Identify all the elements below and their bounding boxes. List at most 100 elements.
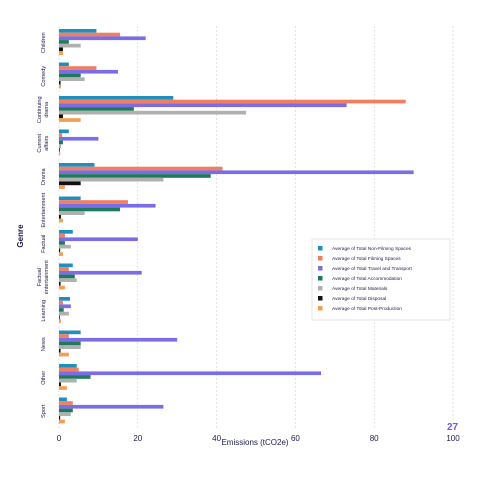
bar-10-2 <box>59 371 322 376</box>
bar-11-3 <box>59 408 73 413</box>
x-tick-labels: 0 20 40 60 80 100 <box>57 434 460 443</box>
x-tick-label-1: 20 <box>133 434 142 443</box>
bar-2-5 <box>59 114 63 119</box>
bar-2-2 <box>59 103 347 108</box>
category-label-9: News <box>41 337 47 351</box>
bar-1-4 <box>59 77 85 81</box>
bar-7-2 <box>59 270 142 275</box>
bar-7-4 <box>59 278 77 282</box>
page-number: 27 <box>447 422 459 433</box>
bar-10-1 <box>59 367 79 372</box>
bar-4-6 <box>59 185 65 189</box>
bar-9-0 <box>59 330 81 335</box>
bar-0-0 <box>59 29 97 33</box>
category-label-6: Factual <box>41 235 47 253</box>
bar-0-5 <box>59 47 63 52</box>
bar-9-3 <box>59 341 81 346</box>
bar-6-6 <box>59 252 63 256</box>
legend-label-1: Average of Total Filming Spaces <box>332 256 401 262</box>
legend-box <box>311 238 451 321</box>
bar-10-4 <box>59 378 77 383</box>
x-axis-label: Emissions (tCO2e) <box>221 438 288 447</box>
legend-swatch-5 <box>318 296 323 301</box>
bar-0-4 <box>59 43 81 48</box>
bar-8-0 <box>59 297 71 301</box>
bar-8-4 <box>59 311 69 316</box>
bar-5-0 <box>59 196 81 201</box>
bar-7-3 <box>59 274 75 279</box>
bar-2-1 <box>59 99 406 104</box>
legend-label-0: Average of Total Non-Filming Spaces <box>332 246 412 252</box>
legend-swatch-2 <box>318 266 323 271</box>
legend-swatch-1 <box>318 256 323 261</box>
bar-4-4 <box>59 177 164 182</box>
bar-0-1 <box>59 32 121 37</box>
bar-2-0 <box>59 96 174 100</box>
bars-group <box>59 29 414 424</box>
legend-label-2: Average of Total Travel and Transport <box>332 266 412 272</box>
bar-0-6 <box>59 51 63 55</box>
legend: Average of Total Non-Filming Spaces Avera… <box>311 238 451 321</box>
bar-9-1 <box>59 334 69 338</box>
bar-5-5 <box>59 215 61 219</box>
bar-4-3 <box>59 174 211 178</box>
bar-2-6 <box>59 118 81 122</box>
bar-4-0 <box>59 163 95 167</box>
x-tick-label-0: 0 <box>57 434 62 443</box>
category-label-5: Entertainment <box>41 192 47 227</box>
legend-swatch-6 <box>318 306 323 311</box>
bar-0-3 <box>59 40 69 44</box>
bar-6-4 <box>59 244 71 249</box>
legend-swatch-4 <box>318 286 323 291</box>
bar-11-5 <box>59 416 61 420</box>
bar-11-2 <box>59 404 164 409</box>
bar-6-3 <box>59 241 65 245</box>
category-labels: Children Comedy Continuingdrama Currentaffa… <box>37 32 50 418</box>
category-label-1: Comedy <box>41 66 47 87</box>
bar-6-1 <box>59 233 65 238</box>
bar-10-3 <box>59 375 91 379</box>
legend-label-3: Average of Total Accommodation <box>332 276 402 282</box>
legend-label-4: Average of Total Materials <box>332 286 388 292</box>
bar-8-5 <box>59 315 60 320</box>
legend-swatch-3 <box>318 276 323 281</box>
bar-9-6 <box>59 352 69 357</box>
x-tick-label-3: 60 <box>291 434 300 443</box>
bar-6-0 <box>59 230 73 234</box>
category-label-10: Other <box>41 371 47 385</box>
bar-5-3 <box>59 207 121 212</box>
category-label-3: Currentaffairs <box>37 133 50 152</box>
bar-5-2 <box>59 203 156 208</box>
bar-7-1 <box>59 267 69 271</box>
category-label-8: Learning <box>41 300 47 322</box>
bar-11-6 <box>59 419 65 424</box>
legend-label-5: Average of Total Disposal <box>332 296 386 302</box>
bar-4-1 <box>59 166 223 171</box>
bar-6-2 <box>59 237 138 242</box>
bar-3-0 <box>59 129 69 134</box>
bar-1-6 <box>59 84 61 89</box>
bar-1-5 <box>59 81 61 85</box>
bar-7-0 <box>59 263 73 268</box>
bar-3-5 <box>59 148 60 152</box>
bar-3-3 <box>59 140 63 145</box>
bar-8-2 <box>59 304 71 309</box>
bar-6-5 <box>59 248 61 253</box>
category-label-7: Factualentertainment <box>37 260 50 295</box>
bar-4-2 <box>59 170 414 175</box>
bar-7-5 <box>59 282 61 286</box>
grid-lines <box>58 26 454 428</box>
bar-4-5 <box>59 181 81 186</box>
bar-9-2 <box>59 337 178 342</box>
x-tick-label-2: 40 <box>212 434 221 443</box>
bar-3-2 <box>59 136 99 141</box>
bar-5-1 <box>59 200 128 204</box>
bar-10-5 <box>59 382 61 387</box>
bar-5-4 <box>59 211 85 215</box>
bar-1-0 <box>59 62 69 67</box>
bar-11-0 <box>59 397 67 402</box>
category-label-4: Drama <box>41 167 47 185</box>
bar-7-6 <box>59 285 65 290</box>
category-label-2: Continuingdrama <box>37 96 50 123</box>
